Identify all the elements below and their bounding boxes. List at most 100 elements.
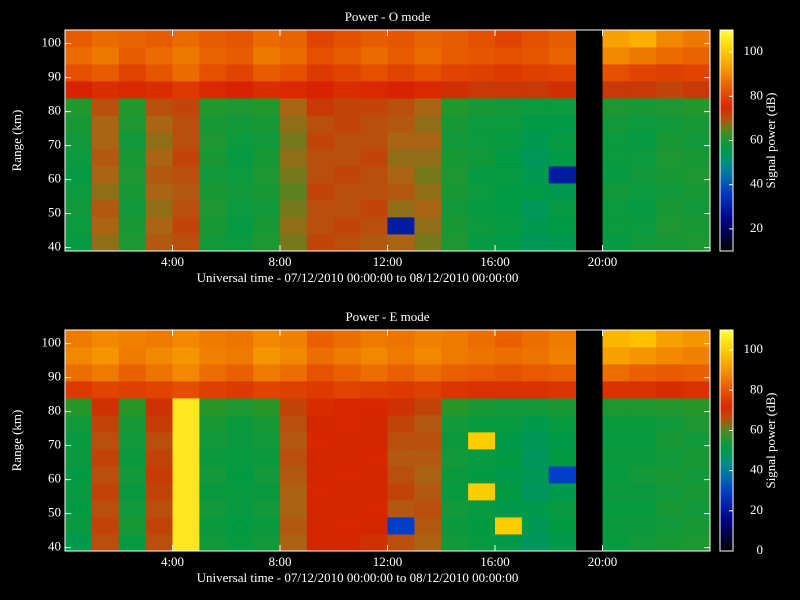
heatmap-cell [629,500,657,518]
heatmap-cell [333,81,362,99]
heatmap-cell [145,217,173,235]
colorbar-tick-label: 60 [750,131,763,146]
heatmap-cell [602,466,630,484]
heatmap-cell [199,234,227,252]
heatmap-cell [441,449,469,467]
heatmap-cell [521,30,550,48]
heatmap-cell [306,64,335,82]
heatmap-cell [199,330,227,348]
colorbar-label: Signal power (dB) [763,92,778,188]
heatmap-cell [306,483,335,501]
heatmap-cell [629,449,657,467]
heatmap-cell [656,432,684,450]
heatmap-cell [333,98,362,116]
heatmap-cell [656,132,684,150]
heatmap-cell [683,330,711,348]
heatmap-cell [683,466,711,484]
heatmap-cell [602,166,630,184]
heatmap-cell [65,466,93,484]
heatmap-cell [226,398,254,416]
heatmap-cell [172,183,200,201]
heatmap-cell [333,64,362,82]
heatmap-cell [172,330,200,348]
heatmap-cell [226,347,254,365]
heatmap-cell [441,166,469,184]
heatmap-cell [602,364,630,382]
colorbar-tick-label: 100 [744,341,764,356]
y-tick-label: 90 [48,69,61,84]
heatmap-cell [226,200,254,218]
heatmap-cell [226,47,254,65]
heatmap-cell [280,517,308,535]
heatmap-cell [441,466,469,484]
heatmap-cell [226,115,254,133]
y-tick-label: 40 [48,239,61,254]
heatmap-cell [468,132,496,150]
heatmap-cell [172,500,200,518]
heatmap-cell [280,47,308,65]
heatmap-cell [414,432,442,450]
heatmap-cell [360,98,388,116]
heatmap-cell [521,47,550,65]
heatmap-cell [306,115,335,133]
heatmap-cell [306,98,335,116]
heatmap-cell [683,64,711,82]
heatmap-cell [683,98,711,116]
heatmap-cell [441,200,469,218]
heatmap-cell [118,149,147,167]
heatmap-cell [91,149,120,167]
heatmap-cell [387,30,415,48]
heatmap-cell [414,347,442,365]
heatmap-cell [495,81,523,99]
heatmap-cell [226,183,254,201]
heatmap-cell [548,183,577,201]
heatmap-cell [333,47,362,65]
heatmap-cell [602,183,630,201]
heatmap-cell [65,415,93,433]
heatmap-cell [521,149,550,167]
heatmap-cell [172,347,200,365]
heatmap-cell [360,234,388,252]
heatmap-cell [306,449,335,467]
heatmap-cell [280,30,308,48]
heatmap-cell [414,200,442,218]
heatmap-cell [387,398,415,416]
heatmap-cell [414,534,442,552]
heatmap-cell [253,449,281,467]
heatmap-cell [656,449,684,467]
heatmap-cell [548,364,577,382]
heatmap-cell [656,200,684,218]
heatmap-cell [468,466,496,484]
heatmap-cell [468,381,496,399]
y-tick-label: 50 [48,505,61,520]
heatmap-cell [65,98,93,116]
heatmap-cell [280,132,308,150]
heatmap-cell [91,534,120,552]
heatmap-cell [414,98,442,116]
heatmap-cell [629,347,657,365]
heatmap-cell [199,149,227,167]
heatmap-cell [548,347,577,365]
heatmap-cell [172,166,200,184]
heatmap-cell [253,64,281,82]
heatmap-cell [629,330,657,348]
heatmap-cell [360,534,388,552]
heatmap-cell [468,398,496,416]
heatmap-cell [468,347,496,365]
heatmap-cell [145,81,173,99]
heatmap-cell [360,364,388,382]
heatmap-cell [656,166,684,184]
heatmap-cell [91,398,120,416]
heatmap-cell [118,381,147,399]
heatmap-cell [629,149,657,167]
heatmap-cell [468,517,496,535]
heatmap-cell [629,200,657,218]
heatmap-cell [548,30,577,48]
heatmap-cell [602,415,630,433]
heatmap-cell [360,149,388,167]
heatmap-cell [199,115,227,133]
heatmap-cell [548,166,577,184]
x-tick-label: 12:00 [373,554,403,569]
heatmap-cell [602,132,630,150]
heatmap-cell [65,398,93,416]
